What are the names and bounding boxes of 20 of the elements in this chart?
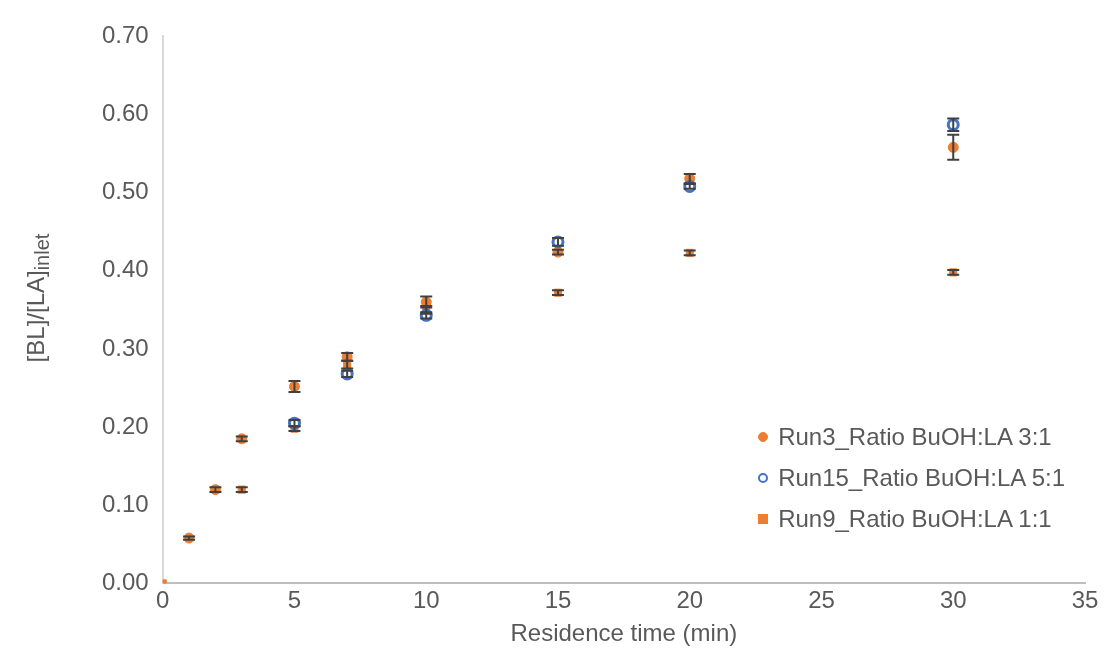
x-tick-label: 10 [412, 586, 440, 614]
y-tick-label: 0.00 [101, 568, 149, 596]
x-tick-label: 20 [676, 586, 704, 614]
y-tick-label: 0.10 [101, 489, 149, 517]
y-tick-label: 0.50 [101, 177, 149, 205]
y-tick-label: 0.40 [101, 255, 149, 283]
x-tick-label: 35 [1071, 586, 1099, 614]
y-tick-label: 0.60 [101, 99, 149, 127]
x-tick-label: 15 [544, 586, 572, 614]
y-tick-label: 0.70 [101, 21, 149, 49]
x-tick-label: 0 [156, 586, 170, 614]
legend-label: Run15_Ratio BuOH:LA 5:1 [778, 463, 1065, 492]
x-tick-label: 5 [287, 586, 302, 614]
legend-label: Run9_Ratio BuOH:LA 1:1 [778, 504, 1052, 533]
x-tick-label: 30 [939, 586, 967, 614]
legend-label: Run3_Ratio BuOH:LA 3:1 [778, 422, 1052, 451]
y-tick-label: 0.20 [101, 411, 149, 439]
x-axis-title: Residence time (min) [510, 619, 738, 647]
x-tick-label: 25 [808, 586, 835, 614]
y-tick-label: 0.30 [101, 333, 149, 361]
